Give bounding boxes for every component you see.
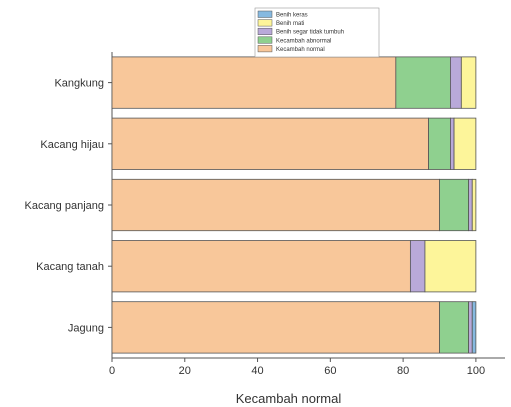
legend-label: Kecambah normal [276,47,325,53]
legend-swatch [257,27,273,35]
bar-segment-kecambah-normal-kacang-hijau [111,117,429,170]
x-tick-label-20: 20 [179,365,191,377]
bars-group [111,56,477,354]
legend-label: Benih mati [276,21,304,27]
bar-segment-kecambah-normal-kacang-tanah [111,240,411,293]
x-tick-label-80: 80 [397,365,409,377]
bar-segment-kecambah-abnormal-kacang-hijau [428,117,451,170]
category-label-jagung: Jagung [68,322,104,334]
bar-segment-benih-segar-tidak-tumbuh-kacang-hijau [450,117,455,170]
category-labels: Kangkung Kacang hijau Kacang panjang Kacang… [24,78,112,334]
legend-label: Benih segar tidak tumbuh [276,30,344,36]
bar-segment-kecambah-abnormal-kacang-panjang [439,178,470,232]
legend-swatch [257,10,273,18]
bar-segment-benih-keras-jagung [471,301,477,354]
legend-swatch [257,19,273,27]
bar-segment-kecambah-normal-kacang-panjang [111,178,440,232]
legend: Benih keras Benih mati Benih segar tidak t… [254,7,380,58]
x-axis-ticks: 0 20 40 60 80 100 [109,358,485,377]
x-tick-label-40: 40 [251,365,263,377]
bar-segment-benih-mati-kacang-tanah [424,240,477,293]
bar-segment-kecambah-normal-jagung [111,301,440,354]
legend-box [254,7,380,58]
x-tick-label-0: 0 [109,365,115,377]
bar-segment-benih-mati-kacang-hijau [453,117,477,170]
legend-label: Kecambah abnormal [276,38,331,44]
category-label-kangkung: Kangkung [54,78,104,90]
category-label-kacang-panjang: Kacang panjang [24,200,104,212]
legend-swatch [257,36,273,44]
bar-segment-kecambah-abnormal-jagung [439,301,470,354]
bar-segment-benih-mati-kacang-panjang [471,178,477,232]
legend-label: Benih keras [276,13,308,19]
bar-segment-benih-mati-kangkung [460,56,477,109]
legend-swatch [257,45,273,53]
x-axis-title: Kecambah normal [236,391,342,406]
bar-segment-kecambah-abnormal-kangkung [395,56,451,109]
bar-segment-benih-segar-tidak-tumbuh-kangkung [450,56,462,109]
category-label-kacang-hijau: Kacang hijau [40,139,104,151]
x-tick-label-60: 60 [324,365,336,377]
bar-segment-benih-segar-tidak-tumbuh-jagung [468,301,473,354]
bar-segment-benih-segar-tidak-tumbuh-kacang-tanah [409,240,426,293]
bar-segment-kecambah-normal-kangkung [111,56,397,109]
category-label-kacang-tanah: Kacang tanah [36,261,104,273]
bar-segment-benih-segar-tidak-tumbuh-kacang-panjang [468,178,473,232]
x-tick-label-100: 100 [467,365,485,377]
